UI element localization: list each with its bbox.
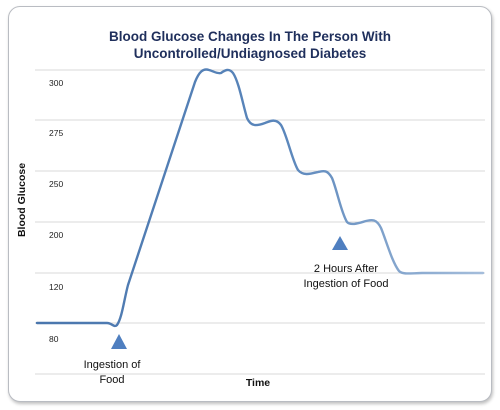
glucose-series-line xyxy=(35,68,485,328)
annotation-two-hours-line-1: 2 Hours After xyxy=(314,263,379,275)
chart-frame xyxy=(8,6,492,402)
y-tick-label: 275 xyxy=(49,128,63,138)
y-tick-label: 200 xyxy=(49,230,63,240)
annotation-ingestion-line-2: Food xyxy=(99,374,124,386)
annotation-ingestion-line-1: Ingestion of xyxy=(84,359,142,371)
y-tick-label: 250 xyxy=(49,179,63,189)
annotation-two-hours-line-2: Ingestion of Food xyxy=(303,278,388,290)
annotation-two-hours: 2 Hours After Ingestion of Food xyxy=(303,236,389,290)
y-axis-label: Blood Glucose xyxy=(16,163,28,237)
chart-title-line-1: Blood Glucose Changes In The Person With xyxy=(109,29,391,44)
y-tick-label: 120 xyxy=(49,282,63,292)
chart-title-line-2: Uncontrolled/Undiagnosed Diabetes xyxy=(133,46,367,61)
annotation-ingestion: Ingestion of Food xyxy=(84,334,142,386)
y-tick-label: 300 xyxy=(49,78,63,88)
triangle-up-icon xyxy=(332,236,348,250)
y-tick-labels: 300 275 250 200 120 80 xyxy=(49,78,63,344)
chart-title: Blood Glucose Changes In The Person With… xyxy=(8,28,492,62)
gridlines xyxy=(35,69,485,375)
y-tick-label: 80 xyxy=(49,334,59,344)
triangle-up-icon xyxy=(111,334,127,349)
x-axis-label: Time xyxy=(246,377,270,389)
